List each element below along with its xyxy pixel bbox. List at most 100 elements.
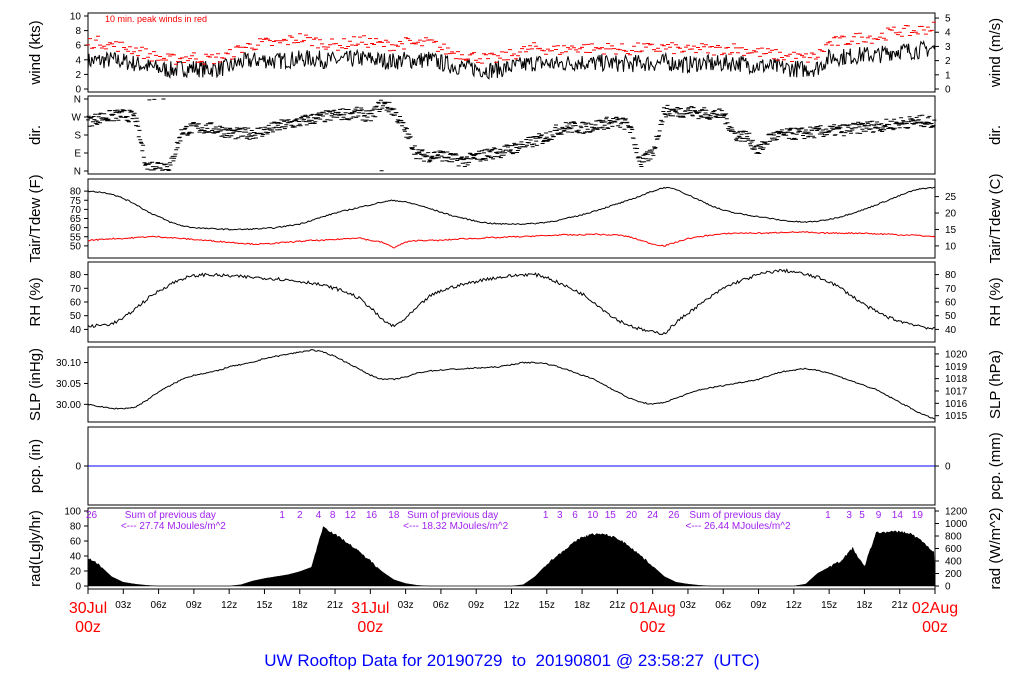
dir-panel-frame: [87, 95, 936, 175]
rh-ytick-label: 50: [70, 311, 82, 322]
wind-annotation: 10 min. peak winds in red: [105, 14, 207, 24]
cumulative-radiation-label: 26: [86, 510, 98, 521]
rh-ytick-right-label: 40: [945, 325, 957, 336]
slp-ytick-label: 30.10: [56, 358, 81, 369]
cumulative-radiation-label: 16: [366, 510, 378, 521]
x-tick-label: 12z: [221, 600, 237, 611]
wind-ytick-label: 6: [75, 41, 81, 52]
rad-ytick-right-label: 600: [945, 544, 962, 555]
x-tick-label: 03z: [398, 600, 414, 611]
temp-ytick-right-label: 20: [945, 209, 957, 220]
rh-ytick-label: 80: [70, 270, 82, 281]
temp-ylabel-right: Tair/Tdew (C): [987, 173, 1004, 263]
wind-ytick-label: 8: [75, 26, 81, 37]
dir-ylabel-left: dir.: [27, 125, 44, 145]
cumulative-radiation-label: 19: [912, 510, 924, 521]
rad-ytick-label: 40: [70, 552, 82, 563]
rad-ytick-label: 0: [75, 582, 81, 593]
wind-direction-marks: [86, 98, 937, 172]
rh-ytick-right-label: 50: [945, 311, 957, 322]
x-tick-label: 21z: [892, 600, 908, 611]
x-tick-label: 09z: [468, 600, 484, 611]
wind-ytick-label: 0: [75, 85, 81, 96]
x-tick-label: 12z: [503, 600, 519, 611]
slp-ytick-label: 30.05: [56, 379, 81, 390]
wind-ytick-right-label: 1: [945, 70, 951, 81]
rad-ytick-right-label: 400: [945, 557, 962, 568]
cumulative-radiation-label: 8: [330, 510, 336, 521]
temp-ytick-right-label: 10: [945, 241, 957, 252]
slp-ytick-right-label: 1018: [945, 374, 968, 385]
slp-ytick-right-label: 1017: [945, 386, 968, 397]
dir-ytick-label: S: [74, 131, 81, 142]
slp-ylabel-right: SLP (hPa): [987, 350, 1004, 419]
temp-ytick-label: 60: [70, 223, 82, 234]
slp-SLP-line: [87, 349, 936, 420]
temp-ytick-label: 80: [70, 187, 82, 198]
dir-ytick-label: N: [74, 167, 81, 178]
cumulative-radiation-label: 3: [557, 510, 563, 521]
rh-ylabel-left: RH (%): [27, 277, 44, 326]
temp-ytick-label: 55: [70, 232, 82, 243]
cumulative-radiation-label: 18: [388, 510, 400, 521]
rad-ytick-right-label: 800: [945, 532, 962, 543]
temp-Tdew-line: [87, 231, 936, 249]
wind-ytick-label: 10: [70, 12, 82, 23]
temp-ytick-label: 65: [70, 214, 82, 225]
wind-ytick-right-label: 5: [945, 14, 951, 25]
x-tick-label: 06z: [433, 600, 449, 611]
cumulative-radiation-label: 3: [846, 510, 852, 521]
cumulative-radiation-label: 14: [892, 510, 904, 521]
slp-ytick-label: 30.00: [56, 400, 81, 411]
temp-panel-frame: [87, 178, 936, 259]
cumulative-radiation-label: 6: [572, 510, 578, 521]
rh-ylabel-right: RH (%): [987, 277, 1004, 326]
pcp-ytick-label: 0: [75, 462, 81, 473]
slp-ylabel-left: SLP (inHg): [27, 348, 44, 421]
slp-ytick-right-label: 1016: [945, 399, 968, 410]
rh-RH-line: [87, 268, 936, 336]
date-time-label: 00z: [922, 619, 948, 636]
rh-ytick-right-label: 70: [945, 284, 957, 295]
x-tick-label: 18z: [574, 600, 590, 611]
wind-ylabel-right: wind (m/s): [987, 18, 1004, 88]
rh-ytick-label: 60: [70, 298, 82, 309]
x-tick-label: 03z: [115, 600, 131, 611]
temp-ylabel-left: Tair/Tdew (F): [27, 174, 44, 262]
cumulative-radiation-label: 26: [668, 510, 680, 521]
cumulative-radiation-label: 5: [859, 510, 865, 521]
temp-Tair-line: [87, 186, 936, 231]
x-tick-label: 06z: [715, 600, 731, 611]
date-label: 02Aug: [912, 600, 958, 617]
cumulative-radiation-label: 20: [626, 510, 638, 521]
slp-ytick-right-label: 1015: [945, 411, 968, 422]
cumulative-radiation-label: 1: [279, 510, 285, 521]
wind-ytick-label: 4: [75, 55, 81, 66]
daily-sum-label: Sum of previous day: [689, 510, 780, 521]
daily-sum-value: <--- 18.32 MJoules/m^2: [403, 521, 508, 532]
wind-panel-frame: [87, 12, 936, 93]
rh-ytick-right-label: 60: [945, 298, 957, 309]
slp-ytick-right-label: 1020: [945, 349, 968, 360]
dir-ylabel-right: dir.: [987, 125, 1004, 145]
pcp-ytick-right-label: 0: [945, 462, 951, 473]
temp-ytick-right-label: 25: [945, 192, 957, 203]
dir-ytick-label: W: [72, 113, 82, 124]
daily-sum-value: <--- 26.44 MJoules/m^2: [686, 521, 791, 532]
x-tick-label: 09z: [750, 600, 766, 611]
cumulative-radiation-label: 12: [345, 510, 357, 521]
rad-ytick-right-label: 1000: [945, 519, 968, 530]
cumulative-radiation-label: 2: [297, 510, 303, 521]
slp-ytick-right-label: 1019: [945, 362, 968, 373]
rad-ytick-label: 60: [70, 537, 82, 548]
rh-ytick-right-label: 80: [945, 270, 957, 281]
temp-ytick-label: 70: [70, 205, 82, 216]
rad-ytick-label: 20: [70, 567, 82, 578]
rad-ytick-right-label: 0: [945, 582, 951, 593]
rad-ytick-label: 100: [64, 507, 81, 518]
rad-ytick-label: 80: [70, 522, 82, 533]
wind-speed-line: [87, 40, 936, 80]
temp-ytick-label: 75: [70, 196, 82, 207]
x-tick-label: 12z: [786, 600, 802, 611]
rad-ytick-right-label: 200: [945, 569, 962, 580]
